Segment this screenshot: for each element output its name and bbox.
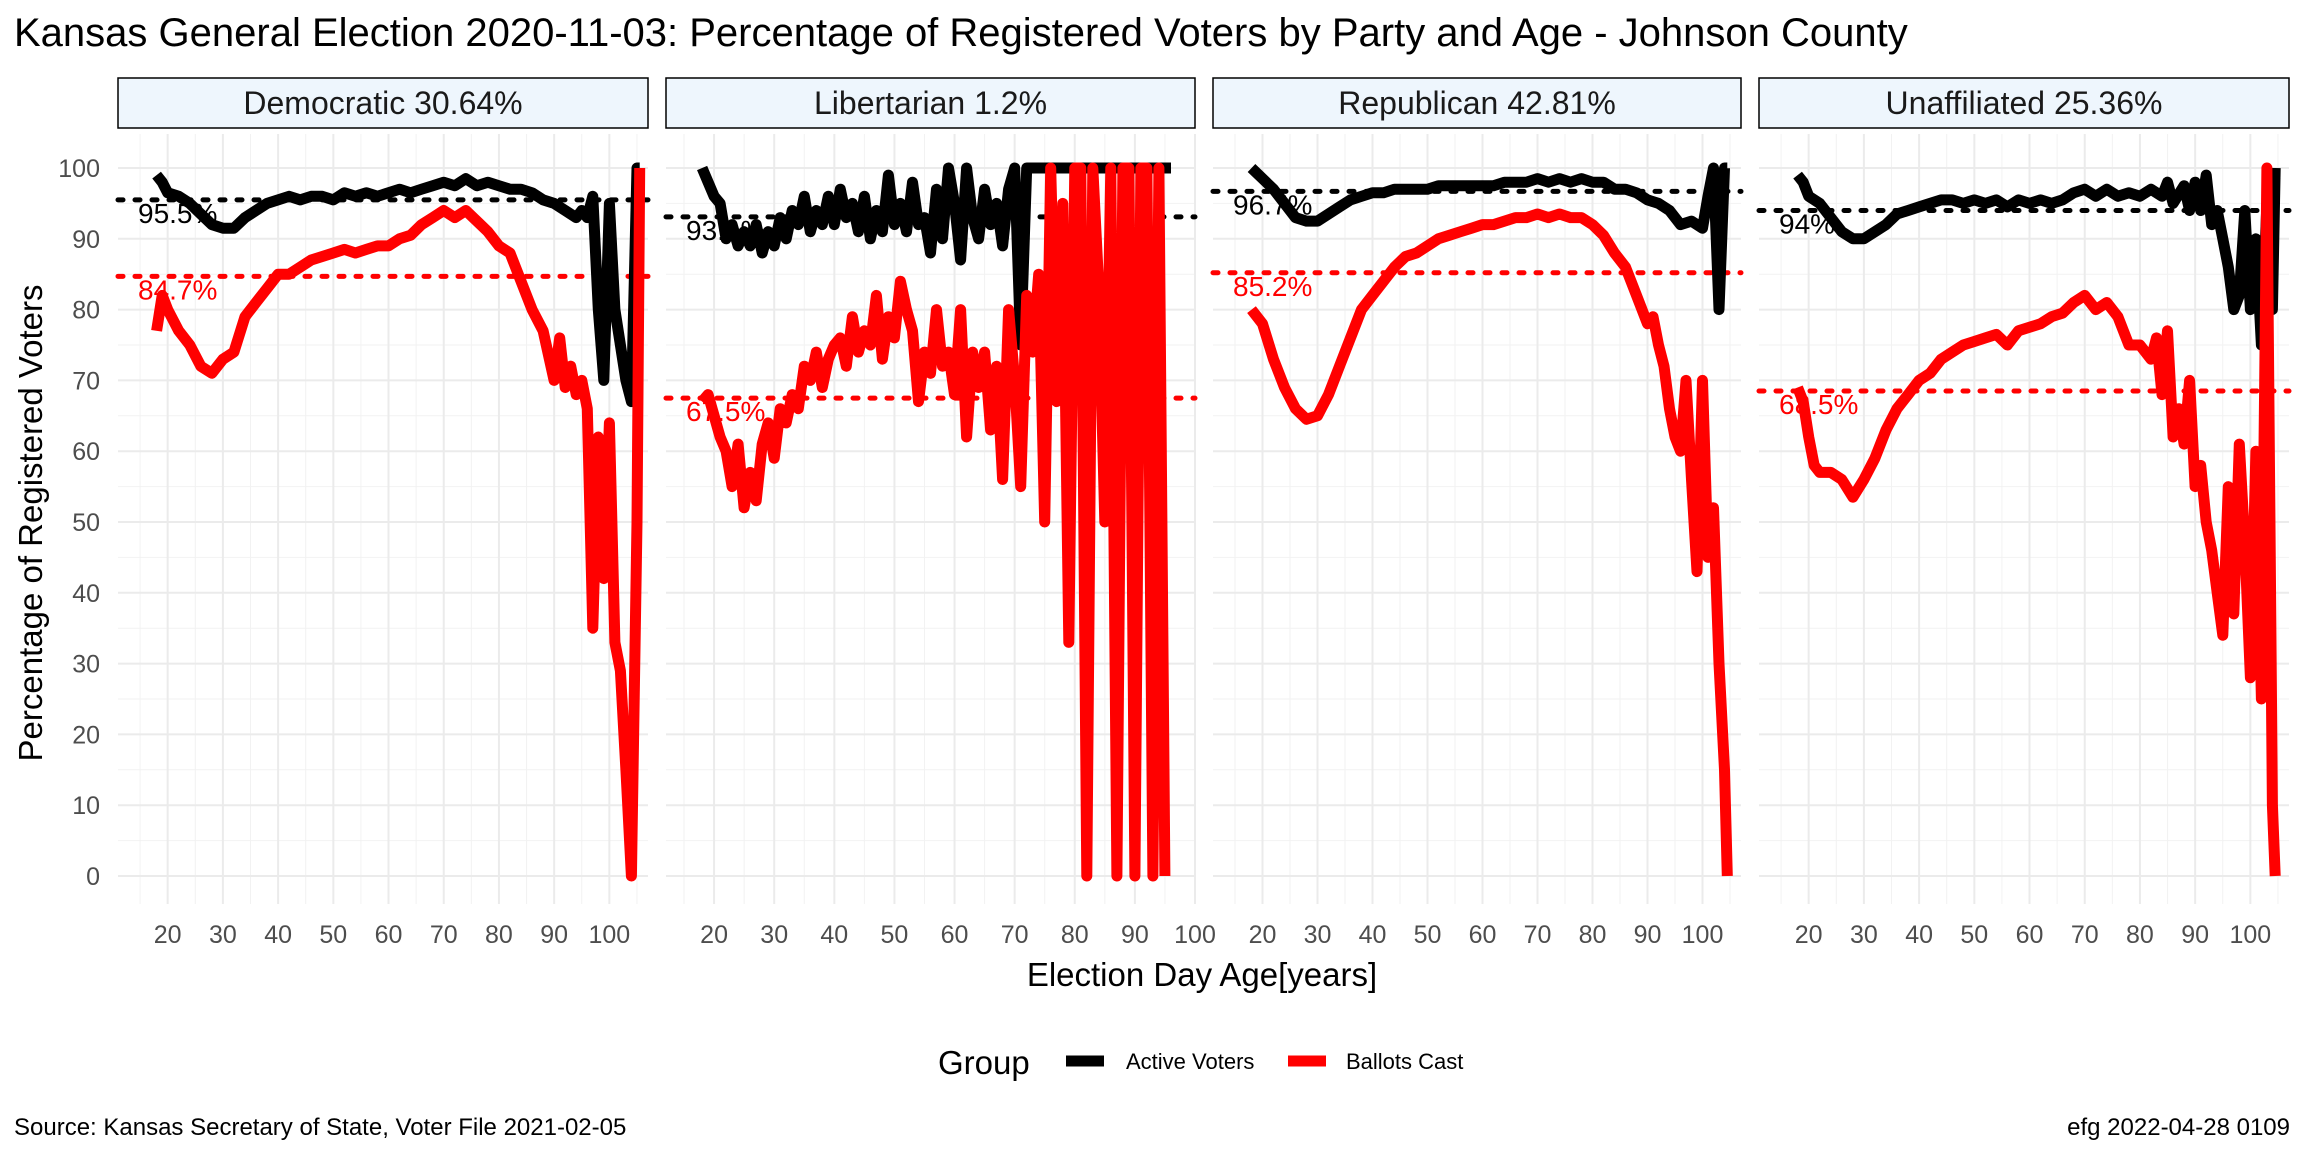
facet-strip <box>1212 77 1742 129</box>
x-tick-label: 20 <box>1795 921 1823 949</box>
x-tick-label: 100 <box>2229 921 2271 949</box>
y-tick-label: 100 <box>58 155 100 183</box>
series-ballots-cast <box>151 167 646 882</box>
facet-strip-label: Republican 42.81% <box>1338 85 1616 121</box>
ballots-mean-label: 84.7% <box>138 274 217 305</box>
caption-source: Source: Kansas Secretary of State, Voter… <box>14 1114 626 1141</box>
x-tick-label: 60 <box>375 921 403 949</box>
legend-title: Group <box>938 1044 1030 1081</box>
x-tick-label: 30 <box>1304 921 1332 949</box>
x-tick-label: 60 <box>1469 921 1497 949</box>
y-tick-label: 80 <box>72 297 100 325</box>
x-tick-label: 90 <box>2181 921 2209 949</box>
y-axis-title: Percentage of Registered Voters <box>12 285 49 762</box>
x-tick-label: 100 <box>1682 921 1724 949</box>
y-tick-label: 30 <box>72 651 100 679</box>
panels: Democratic 30.64% 20 30 40 50 60 70 80 90 100 0 10 2… <box>58 77 2292 949</box>
x-tick-label: 80 <box>1579 921 1607 949</box>
x-tick-label: 100 <box>588 921 630 949</box>
x-tick-label: 90 <box>1121 921 1149 949</box>
series-active-voters <box>1793 167 2281 351</box>
caption-credit: efg 2022-04-28 0109 <box>2067 1114 2290 1141</box>
active-mean-label: 94% <box>1779 208 1835 239</box>
panel-4: Unaffiliated 25.36% 20 30 40 50 60 70 80 90 100 94… <box>1756 77 2292 949</box>
active-mean-label: 93.1% <box>686 215 765 246</box>
y-tick-label: 60 <box>72 438 100 466</box>
y-tick-label: 90 <box>72 226 100 254</box>
y-tick-label: 40 <box>72 580 100 608</box>
x-tick-label: 40 <box>264 921 292 949</box>
x-tick-label: 20 <box>700 921 728 949</box>
x-tick-label: 20 <box>1249 921 1277 949</box>
ballots-mean-label: 67.5% <box>686 396 765 427</box>
ballots-mean-label: 68.5% <box>1779 389 1858 420</box>
x-tick-label: 50 <box>881 921 909 949</box>
x-tick-label: 40 <box>1905 921 1933 949</box>
panel-3: Republican 42.81% 20 30 40 50 60 70 80 90 100 96.7… <box>1210 77 1744 949</box>
x-tick-label: 70 <box>1524 921 1552 949</box>
series-ballots-cast <box>697 162 1171 882</box>
gridlines <box>118 134 648 904</box>
x-tick-label: 60 <box>2016 921 2044 949</box>
x-tick-label: 20 <box>154 921 182 949</box>
y-tick-label: 70 <box>72 367 100 395</box>
facet-strip <box>117 77 649 129</box>
x-tick-label: 40 <box>820 921 848 949</box>
series-ballots-cast <box>1792 162 2281 877</box>
x-tick-label: 70 <box>1001 921 1029 949</box>
x-tick-label: 60 <box>941 921 969 949</box>
x-tick-label: 80 <box>485 921 513 949</box>
facet-strip <box>1758 77 2290 129</box>
panel-2: Libertarian 1.2% 20 30 40 50 60 70 80 90 100 93.1%… <box>663 77 1216 949</box>
chart-title: Kansas General Election 2020-11-03: Perc… <box>14 11 1908 55</box>
y-tick-label: 0 <box>86 863 100 891</box>
y-tick-label: 10 <box>72 792 100 820</box>
series-active-voters <box>1247 162 1730 316</box>
active-mean-label: 95.5% <box>138 198 217 229</box>
x-tick-label: 100 <box>1174 921 1216 949</box>
facet-strip-label: Democratic 30.64% <box>243 85 522 121</box>
facet-strip-label: Unaffiliated 25.36% <box>1886 85 2163 121</box>
x-tick-label: 30 <box>1850 921 1878 949</box>
series-active-voters <box>152 162 643 408</box>
active-mean-label: 96.7% <box>1233 189 1312 220</box>
x-tick-label: 40 <box>1359 921 1387 949</box>
x-tick-label: 70 <box>2071 921 2099 949</box>
x-tick-label: 50 <box>319 921 347 949</box>
x-tick-label: 30 <box>760 921 788 949</box>
x-tick-label: 90 <box>540 921 568 949</box>
x-tick-label: 80 <box>1061 921 1089 949</box>
series-ballots-cast <box>1247 208 1733 877</box>
facet-strip-label: Libertarian 1.2% <box>814 85 1047 121</box>
x-tick-label: 80 <box>2126 921 2154 949</box>
panel-1: Democratic 30.64% 20 30 40 50 60 70 80 90 100 0 10 2… <box>58 77 651 949</box>
legend-label-active-voters: Active Voters <box>1126 1049 1254 1074</box>
x-tick-label: 50 <box>1414 921 1442 949</box>
x-tick-label: 30 <box>209 921 237 949</box>
facet-strip <box>665 77 1196 129</box>
ballots-mean-label: 85.2% <box>1233 271 1312 302</box>
x-tick-label: 70 <box>430 921 458 949</box>
legend: Group Active Voters Ballots Cast <box>938 1044 1463 1081</box>
x-axis-title: Election Day Age[years] <box>1027 956 1377 993</box>
legend-label-ballots-cast: Ballots Cast <box>1346 1049 1463 1074</box>
x-tick-label: 90 <box>1634 921 1662 949</box>
y-tick-label: 50 <box>72 509 100 537</box>
x-tick-label: 50 <box>1960 921 1988 949</box>
y-tick-label: 20 <box>72 721 100 749</box>
